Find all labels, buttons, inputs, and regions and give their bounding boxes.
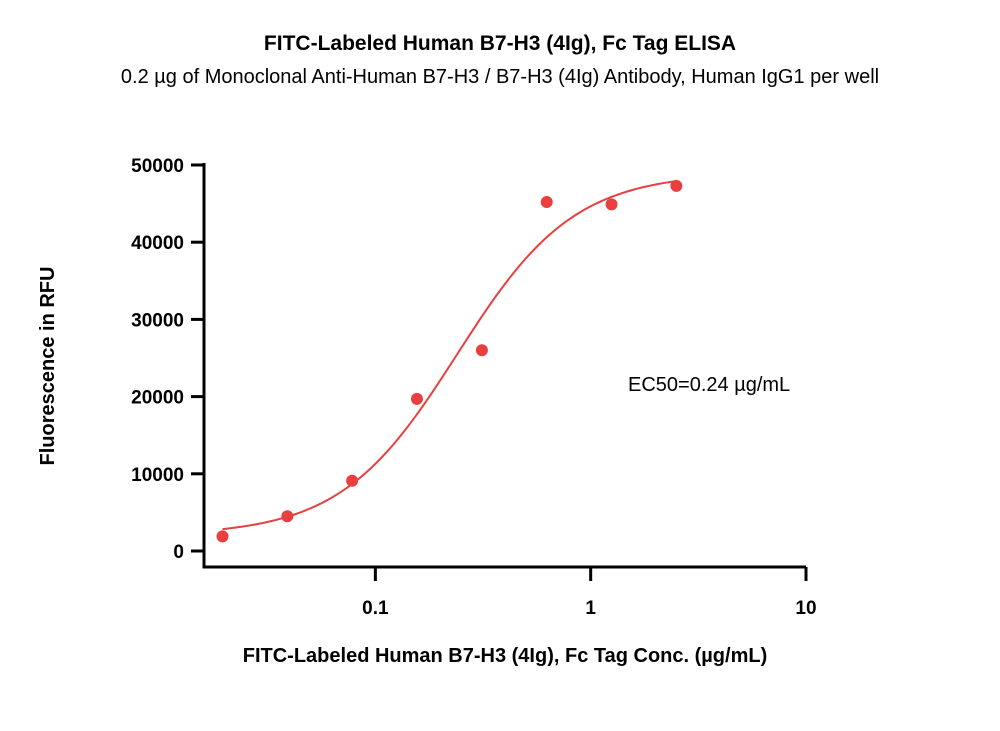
- fit-curve: [222, 180, 677, 531]
- chart-subtitle: 0.2 µg of Monoclonal Anti-Human B7-H3 / …: [120, 66, 880, 88]
- data-point: [605, 198, 618, 211]
- data-point: [281, 510, 294, 523]
- data-point: [410, 392, 423, 405]
- axes: 0 10000 20000 30000 40000 50000 0.1 1 10: [131, 156, 816, 619]
- x-axis-title: FITC-Labeled Human B7-H3 (4Ig), Fc Tag C…: [243, 645, 768, 667]
- data-point: [216, 530, 229, 543]
- x-tick-label: 1: [585, 598, 596, 619]
- data-point: [540, 196, 553, 209]
- data-point: [475, 344, 488, 357]
- y-tick-label: 50000: [131, 156, 184, 177]
- data-point: [670, 179, 683, 192]
- y-tick-label: 40000: [131, 233, 184, 254]
- data-point: [346, 474, 359, 487]
- y-tick-label: 20000: [131, 388, 184, 409]
- x-tick-label: 10: [795, 598, 816, 619]
- y-tick-label: 10000: [131, 465, 184, 486]
- data-points-layer: [216, 179, 683, 543]
- ec50-annotation: EC50=0.24 µg/mL: [628, 374, 790, 396]
- fit-curve-layer: [222, 180, 677, 531]
- y-axis-title: Fluorescence in RFU: [37, 267, 59, 466]
- x-tick-label: 0.1: [362, 598, 389, 619]
- y-tick-label: 0: [173, 542, 184, 563]
- y-tick-label: 30000: [131, 310, 184, 331]
- chart-title: FITC-Labeled Human B7-H3 (4Ig), Fc Tag E…: [263, 32, 737, 55]
